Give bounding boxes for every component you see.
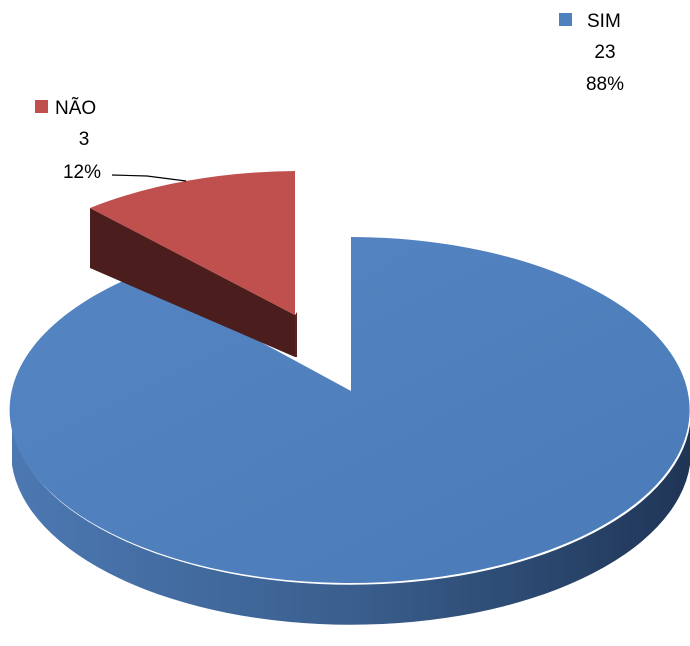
legend-marker-sim bbox=[559, 13, 572, 26]
label-nao-percent: 12% bbox=[63, 162, 101, 183]
pie-slice-sim-side bbox=[12, 425, 690, 625]
label-sim-percent: 88% bbox=[586, 74, 624, 95]
pie-slice-sim bbox=[9, 237, 690, 625]
label-nao-value: 3 bbox=[79, 129, 90, 150]
pie-slice-nao-side-right bbox=[295, 312, 297, 357]
label-nao: NÃO 3 12% bbox=[35, 97, 187, 183]
pie-slice-nao-top bbox=[90, 171, 295, 315]
label-nao-category: NÃO bbox=[55, 97, 96, 119]
label-sim-value: 23 bbox=[594, 42, 615, 63]
pie-slice-nao-side-left bbox=[90, 208, 295, 357]
pie-slice-nao bbox=[90, 171, 297, 357]
pie-slice-sim-top bbox=[9, 237, 690, 583]
legend-marker-nao bbox=[35, 100, 48, 113]
label-sim-category: SIM bbox=[587, 11, 621, 32]
label-sim: SIM 23 88% bbox=[559, 11, 624, 95]
leader-line-nao bbox=[111, 174, 187, 182]
